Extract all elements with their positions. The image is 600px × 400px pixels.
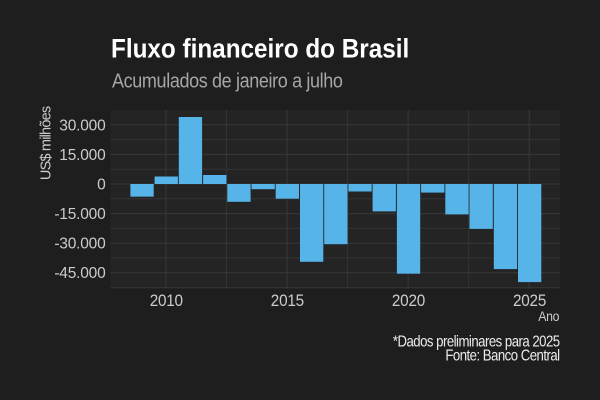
svg-text:US$ milhões: US$ milhões [39, 106, 55, 180]
svg-text:2020: 2020 [392, 291, 425, 310]
svg-text:Fluxo financeiro do Brasil: Fluxo financeiro do Brasil [111, 34, 409, 63]
svg-text:2010: 2010 [150, 291, 183, 310]
svg-text:Ano: Ano [538, 308, 559, 324]
svg-text:2025: 2025 [513, 291, 546, 310]
svg-text:30.000: 30.000 [59, 118, 106, 135]
svg-text:15.000: 15.000 [59, 147, 106, 164]
svg-text:-45.000: -45.000 [54, 265, 106, 282]
svg-text:0: 0 [97, 177, 106, 194]
svg-text:*Dados preliminares para 2025: *Dados preliminares para 2025 [393, 334, 560, 351]
svg-text:Acumulados de janeiro a julho: Acumulados de janeiro a julho [112, 71, 343, 93]
svg-text:2015: 2015 [271, 291, 304, 310]
svg-text:Fonte: Banco Central: Fonte: Banco Central [445, 347, 560, 364]
svg-text:-15.000: -15.000 [54, 206, 106, 223]
svg-text:-30.000: -30.000 [54, 236, 106, 253]
